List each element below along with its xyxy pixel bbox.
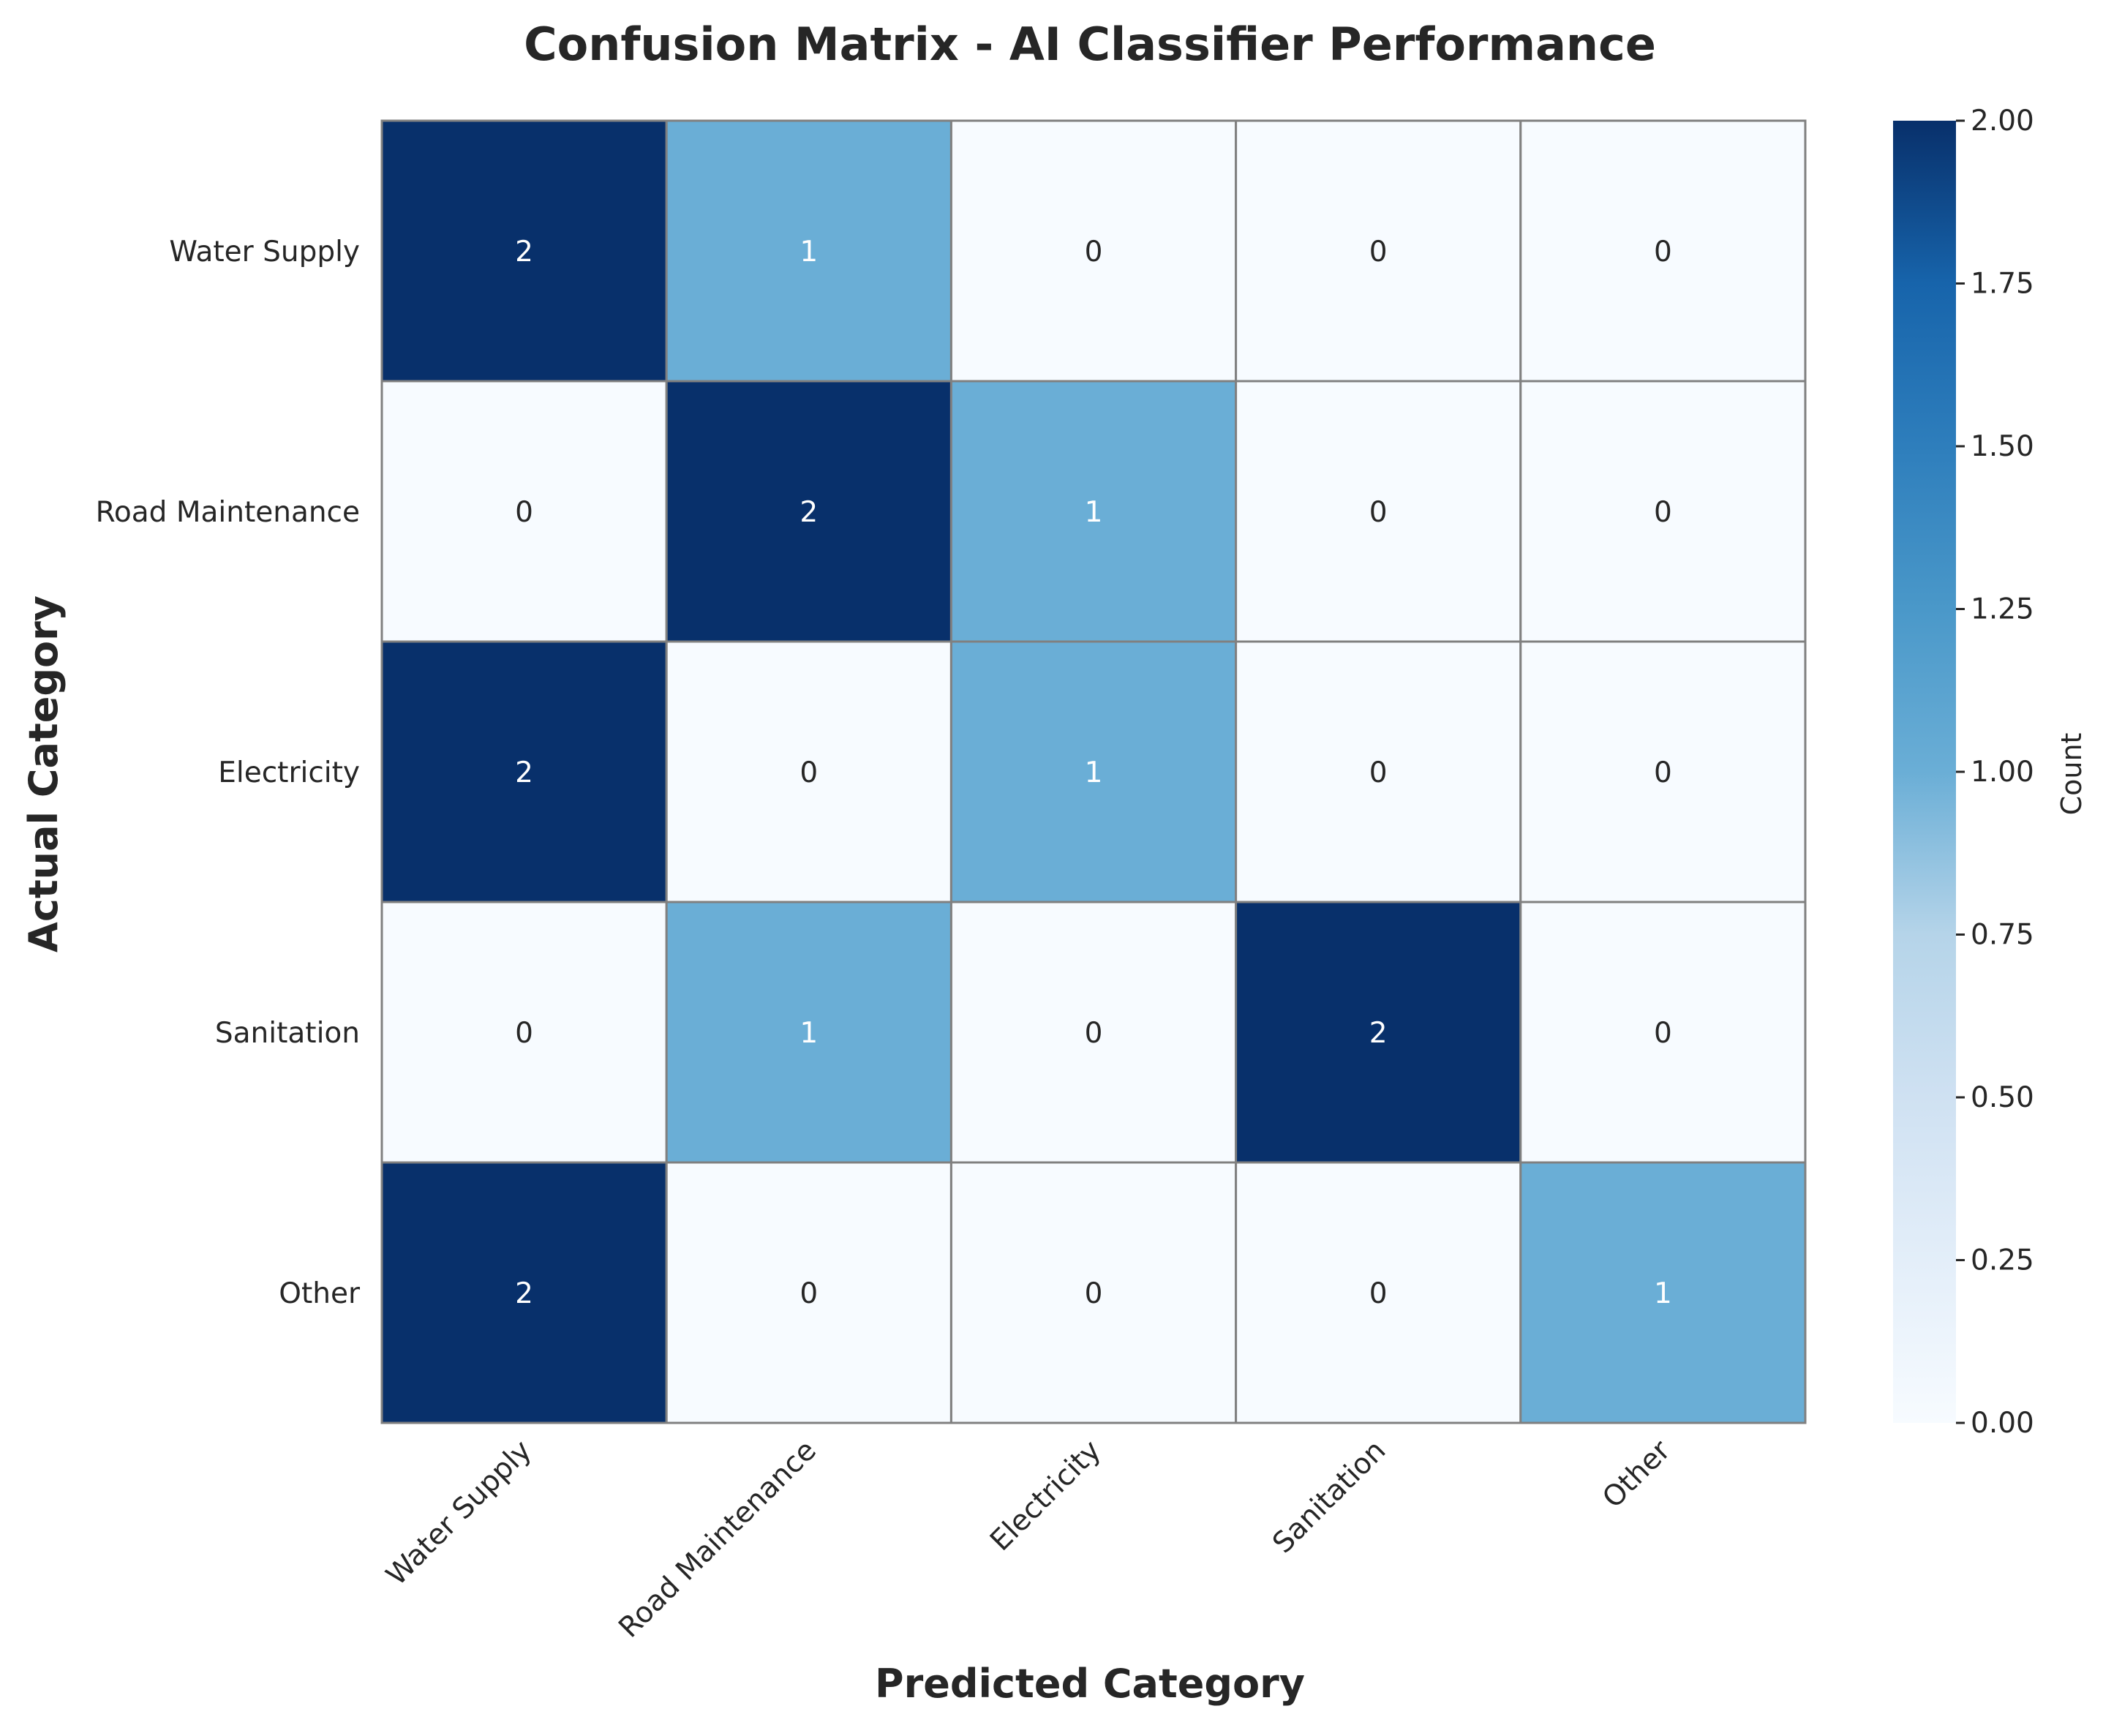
heatmap-cell: [949, 119, 1238, 383]
x-tick-label: Other: [1596, 1434, 1677, 1515]
heatmap-cell: [949, 380, 1238, 643]
x-tick-label: Sanitation: [1266, 1434, 1392, 1560]
colorbar-tick-label: 1.25: [1971, 593, 2034, 626]
cell-value-label: 0: [1369, 496, 1388, 529]
colorbar-tick-label: 0.50: [1971, 1081, 2034, 1114]
heatmap-cells: [380, 119, 1807, 1424]
x-tick-label: Water Supply: [380, 1434, 538, 1592]
cell-value-labels: 2 1 0 0 0 0 2 1 0 0 2 0 1 0 0 0 1 0 2 0 2 0 0 0 1: [515, 236, 1672, 1310]
colorbar-tick-label: 1.50: [1971, 430, 2034, 463]
cell-value-label: 0: [1085, 1017, 1103, 1050]
cell-value-label: 0: [800, 1277, 818, 1310]
x-tick-label: Road Maintenance: [612, 1434, 822, 1644]
heatmap-cell: [1235, 901, 1522, 1164]
colorbar-ticks: 0.00 0.25 0.50 0.75 1.00 1.25 1.50 1.75 2.00: [1956, 105, 2034, 1440]
cell-value-label: 0: [1369, 236, 1388, 268]
heatmap-cell: [1519, 640, 1807, 903]
heatmap-cell: [949, 640, 1238, 903]
cell-value-label: 0: [1085, 236, 1103, 268]
cell-value-label: 0: [1654, 236, 1672, 268]
y-tick-label: Other: [279, 1277, 361, 1310]
cell-value-label: 1: [800, 1017, 818, 1050]
cell-value-label: 2: [800, 496, 818, 529]
heatmap-cell: [380, 119, 668, 383]
colorbar: [1893, 121, 1956, 1423]
heatmap-cell: [1519, 1161, 1807, 1424]
y-tick-label: Sanitation: [215, 1017, 360, 1050]
colorbar-tick-label: 0.25: [1971, 1244, 2034, 1277]
heatmap-cell: [665, 1161, 952, 1424]
y-axis-title: Actual Category: [20, 595, 67, 952]
heatmap-cell: [949, 1161, 1238, 1424]
colorbar-tick-label: 0.00: [1971, 1407, 2034, 1440]
y-tick-label: Water Supply: [169, 236, 360, 268]
cell-value-label: 2: [515, 756, 533, 789]
y-tick-labels: Water Supply Road Maintenance Electricity S…: [96, 236, 361, 1310]
cell-value-label: 0: [1654, 756, 1672, 789]
cell-value-label: 1: [800, 236, 818, 268]
colorbar-tick-label: 1.75: [1971, 268, 2034, 301]
cell-value-label: 1: [1085, 496, 1103, 529]
colorbar-label: Count: [2055, 733, 2088, 816]
cell-value-label: 1: [1654, 1277, 1672, 1310]
x-tick-labels: Water Supply Road Maintenance Electricity S…: [380, 1434, 1678, 1645]
heatmap-cell: [665, 901, 952, 1164]
chart-title: Confusion Matrix - AI Classifier Perform…: [524, 18, 1656, 71]
heatmap-cell: [665, 640, 952, 903]
heatmap-cell: [1519, 380, 1807, 643]
cell-value-label: 0: [1369, 756, 1388, 789]
colorbar-tick-label: 0.75: [1971, 919, 2034, 952]
y-tick-label: Road Maintenance: [96, 496, 360, 529]
heatmap-cell: [1235, 119, 1522, 383]
cell-value-label: 0: [800, 756, 818, 789]
heatmap-cell: [1235, 640, 1522, 903]
heatmap-cell: [949, 901, 1238, 1164]
x-tick-label: Electricity: [984, 1434, 1107, 1557]
cell-value-label: 2: [1369, 1017, 1388, 1050]
cell-value-label: 0: [1654, 496, 1672, 529]
colorbar-tick-label: 1.00: [1971, 756, 2034, 789]
cell-value-label: 0: [515, 496, 533, 529]
cell-value-label: 2: [515, 236, 533, 268]
x-axis-title: Predicted Category: [875, 1661, 1305, 1707]
colorbar-tick-label: 2.00: [1971, 105, 2034, 138]
heatmap-cell: [380, 901, 668, 1164]
cell-value-label: 0: [1085, 1277, 1103, 1310]
heatmap-cell: [1519, 901, 1807, 1164]
cell-value-label: 0: [1369, 1277, 1388, 1310]
heatmap-cell: [380, 380, 668, 643]
y-tick-label: Electricity: [218, 756, 360, 789]
cell-value-label: 0: [1654, 1017, 1672, 1050]
cell-value-label: 0: [515, 1017, 533, 1050]
heatmap-cell: [1519, 119, 1807, 383]
cell-value-label: 1: [1085, 756, 1103, 789]
cell-value-label: 2: [515, 1277, 533, 1310]
heatmap-cell: [665, 119, 952, 383]
heatmap-cell: [380, 1161, 668, 1424]
